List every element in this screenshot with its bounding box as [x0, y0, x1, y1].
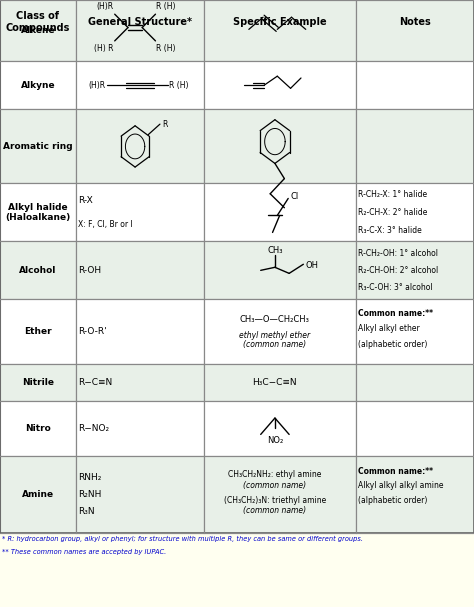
Text: Notes: Notes: [399, 17, 430, 27]
Text: RNH₂: RNH₂: [78, 473, 101, 482]
Text: Amine: Amine: [22, 490, 54, 499]
Text: Nitro: Nitro: [25, 424, 51, 433]
Bar: [356, 299, 474, 364]
Text: CH₃—O—CH₂CH₃: CH₃—O—CH₂CH₃: [240, 315, 310, 324]
Bar: [356, 401, 474, 456]
Text: H₃C−C≡N: H₃C−C≡N: [253, 378, 297, 387]
Text: ** These common names are accepted by IUPAC.: ** These common names are accepted by IU…: [2, 549, 167, 555]
Text: (H)R: (H)R: [89, 81, 106, 90]
Text: (alphabetic order): (alphabetic order): [358, 496, 427, 505]
Bar: [76, 109, 204, 183]
Text: Specific Example: Specific Example: [233, 17, 327, 27]
Text: R₃-C-X: 3° halide: R₃-C-X: 3° halide: [358, 226, 421, 235]
Text: Alkene: Alkene: [20, 26, 55, 35]
Bar: [0, 0, 76, 61]
Text: Aromatic ring: Aromatic ring: [3, 142, 73, 151]
Bar: [76, 61, 204, 109]
Text: R-O-R': R-O-R': [78, 327, 107, 336]
Bar: [204, 0, 356, 44]
Text: Common name:**: Common name:**: [358, 309, 433, 318]
Bar: [0, 364, 76, 401]
Bar: [204, 456, 356, 533]
Text: Alkyne: Alkyne: [20, 81, 55, 90]
Bar: [76, 364, 204, 401]
Text: R₃N: R₃N: [78, 507, 95, 516]
Text: R-CH₂-X: 1° halide: R-CH₂-X: 1° halide: [358, 190, 427, 198]
Bar: [204, 364, 356, 401]
Bar: [76, 401, 204, 456]
Bar: [356, 183, 474, 242]
Bar: [76, 456, 204, 533]
Text: Alkyl alkyl ether: Alkyl alkyl ether: [358, 324, 419, 333]
Text: R-OH: R-OH: [78, 266, 101, 275]
Bar: [76, 242, 204, 299]
Text: R₃-C-OH: 3° alcohol: R₃-C-OH: 3° alcohol: [358, 283, 432, 292]
Bar: [204, 299, 356, 364]
Bar: [76, 299, 204, 364]
Text: Ether: Ether: [24, 327, 52, 336]
Text: R-X: R-X: [78, 196, 93, 205]
Text: (alphabetic order): (alphabetic order): [358, 341, 427, 350]
Text: CH₃CH₂NH₂: ethyl amine: CH₃CH₂NH₂: ethyl amine: [228, 470, 321, 480]
Text: R−NO₂: R−NO₂: [78, 424, 109, 433]
Bar: [0, 0, 474, 533]
Bar: [0, 0, 76, 44]
Bar: [204, 242, 356, 299]
Text: (CH₃CH₂)₃N: triethyl amine: (CH₃CH₂)₃N: triethyl amine: [224, 496, 326, 505]
Text: OH: OH: [306, 261, 319, 270]
Text: R-CH₂-OH: 1° alcohol: R-CH₂-OH: 1° alcohol: [358, 249, 438, 258]
Bar: [356, 109, 474, 183]
Text: (H) R: (H) R: [94, 44, 114, 53]
Bar: [76, 183, 204, 242]
Bar: [204, 0, 356, 61]
Text: Alkyl alkyl alkyl amine: Alkyl alkyl alkyl amine: [358, 481, 443, 490]
Text: * R: hydrocarbon group, alkyl or phenyl; for structure with multiple R, they can: * R: hydrocarbon group, alkyl or phenyl;…: [2, 536, 364, 542]
Text: R (H): R (H): [156, 44, 176, 53]
Text: R (H): R (H): [156, 2, 176, 11]
Bar: [204, 61, 356, 109]
Text: NO₂: NO₂: [267, 436, 283, 446]
Bar: [356, 0, 474, 61]
Text: (H)R: (H)R: [97, 2, 114, 11]
Text: R₂-CH-X: 2° halide: R₂-CH-X: 2° halide: [358, 208, 427, 217]
Text: R−C≡N: R−C≡N: [78, 378, 112, 387]
Bar: [356, 0, 474, 44]
Bar: [0, 401, 76, 456]
Bar: [0, 109, 76, 183]
Text: R: R: [162, 120, 168, 129]
Text: CH₃: CH₃: [267, 246, 283, 255]
Text: Alcohol: Alcohol: [19, 266, 56, 275]
Bar: [204, 401, 356, 456]
Bar: [76, 0, 204, 61]
Bar: [76, 0, 204, 44]
Text: ethyl methyl ether: ethyl methyl ether: [239, 331, 310, 340]
Bar: [204, 183, 356, 242]
Text: R₂NH: R₂NH: [78, 490, 101, 499]
Bar: [0, 456, 76, 533]
Text: R₂-CH-OH: 2° alcohol: R₂-CH-OH: 2° alcohol: [358, 266, 438, 275]
Text: Common name:**: Common name:**: [358, 467, 433, 476]
Bar: [0, 183, 76, 242]
Text: (common name): (common name): [243, 481, 307, 490]
Text: Class of
Compounds: Class of Compounds: [6, 11, 70, 33]
Bar: [0, 61, 76, 109]
Bar: [356, 242, 474, 299]
Bar: [356, 61, 474, 109]
Bar: [0, 242, 76, 299]
Bar: [356, 456, 474, 533]
Bar: [204, 109, 356, 183]
Text: X: F, Cl, Br or I: X: F, Cl, Br or I: [78, 220, 133, 229]
Text: Alkyl halide
(Haloalkane): Alkyl halide (Haloalkane): [5, 203, 71, 222]
Bar: [0, 299, 76, 364]
Text: General Structure*: General Structure*: [88, 17, 192, 27]
Bar: [356, 364, 474, 401]
Text: Cl: Cl: [290, 192, 298, 200]
Text: R (H): R (H): [169, 81, 189, 90]
Text: (common name): (common name): [243, 506, 307, 515]
Text: (common name): (common name): [243, 341, 307, 350]
Text: Nitrile: Nitrile: [22, 378, 54, 387]
